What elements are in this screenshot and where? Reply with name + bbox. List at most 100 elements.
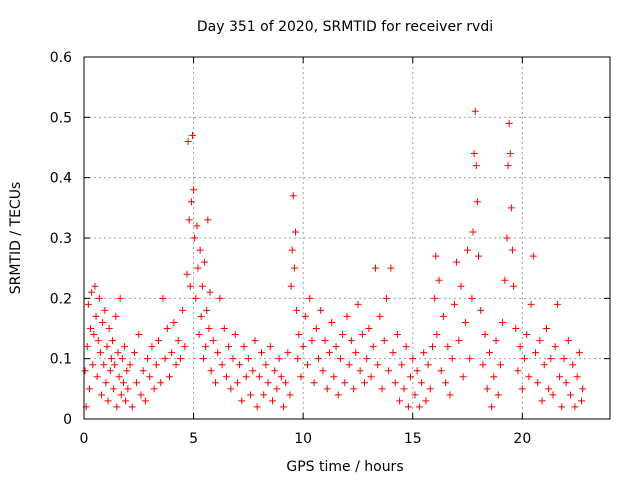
data-point (179, 306, 187, 314)
data-point (542, 325, 550, 332)
data-point (428, 343, 436, 351)
data-point (105, 325, 113, 332)
data-point (214, 349, 222, 357)
data-point (216, 294, 224, 302)
data-point (343, 312, 351, 320)
y-tick-label: 0.5 (50, 110, 72, 126)
data-point (193, 222, 201, 230)
data-point (334, 391, 342, 399)
data-point (168, 349, 176, 357)
data-point (529, 252, 537, 260)
data-point (87, 325, 95, 332)
data-point (277, 373, 285, 381)
data-point (130, 349, 138, 357)
data-point (431, 294, 439, 302)
data-point (273, 385, 281, 393)
data-point (578, 397, 586, 405)
data-point (433, 331, 441, 339)
data-point (352, 349, 360, 357)
data-point (98, 391, 106, 399)
data-point (420, 349, 428, 357)
data-point (527, 300, 535, 308)
data-point (523, 331, 531, 339)
data-point (363, 355, 371, 363)
data-point (350, 385, 358, 393)
data-point (536, 337, 544, 345)
data-point (192, 294, 200, 302)
data-point (339, 331, 347, 339)
data-point (233, 379, 241, 387)
y-tick-label: 0.1 (50, 352, 72, 368)
data-point (378, 385, 386, 393)
data-point (518, 385, 526, 393)
data-point (106, 367, 114, 375)
data-point (185, 216, 193, 224)
data-point (242, 373, 250, 381)
data-point (183, 270, 191, 278)
data-point (205, 325, 213, 332)
data-point (347, 337, 355, 345)
data-point (437, 367, 445, 375)
data-point (571, 403, 579, 411)
data-point (188, 131, 196, 139)
data-point (202, 343, 210, 351)
data-point (330, 373, 338, 381)
data-point (209, 337, 217, 345)
data-point (418, 379, 426, 387)
data-point (133, 379, 141, 387)
data-point (380, 337, 388, 345)
data-point (506, 150, 514, 158)
data-point (227, 385, 235, 393)
data-point (299, 343, 307, 351)
data-point (115, 373, 123, 381)
x-tick-label: 15 (404, 431, 422, 447)
data-point (290, 264, 298, 272)
data-point (198, 282, 206, 290)
data-point (435, 276, 443, 284)
data-point (319, 367, 327, 375)
data-point (446, 391, 454, 399)
data-point (165, 373, 173, 381)
data-point (312, 325, 320, 332)
data-point (540, 361, 548, 369)
data-point (553, 300, 561, 308)
data-point (508, 246, 516, 254)
data-point (413, 367, 421, 375)
data-point (442, 379, 450, 387)
data-point (510, 282, 518, 290)
data-point (85, 385, 93, 393)
data-point (186, 282, 194, 290)
data-point (118, 355, 126, 363)
data-point (549, 391, 557, 399)
data-point (184, 137, 192, 145)
data-point (212, 379, 219, 387)
data-point (485, 349, 493, 357)
data-point (579, 385, 587, 393)
data-point (107, 355, 115, 363)
data-point (504, 162, 512, 170)
data-point (547, 355, 555, 363)
data-point (104, 397, 112, 405)
data-point (93, 373, 101, 381)
data-point (464, 246, 472, 254)
y-tick-label: 0.2 (50, 291, 72, 307)
data-point (99, 318, 107, 326)
x-axis-label: GPS time / hours (286, 459, 403, 475)
data-point (297, 373, 305, 381)
data-point (204, 216, 212, 224)
data-point (369, 343, 377, 351)
data-point (119, 379, 127, 387)
data-point (96, 349, 104, 357)
data-point (496, 361, 504, 369)
data-point (336, 355, 344, 363)
x-tick-label: 10 (294, 431, 312, 447)
data-point (479, 361, 487, 369)
data-point (117, 391, 125, 399)
data-point (128, 403, 136, 411)
data-point (199, 355, 207, 363)
data-point (560, 355, 568, 363)
data-point (101, 306, 109, 314)
data-point (525, 373, 533, 381)
y-tick-label: 0.4 (50, 171, 72, 187)
